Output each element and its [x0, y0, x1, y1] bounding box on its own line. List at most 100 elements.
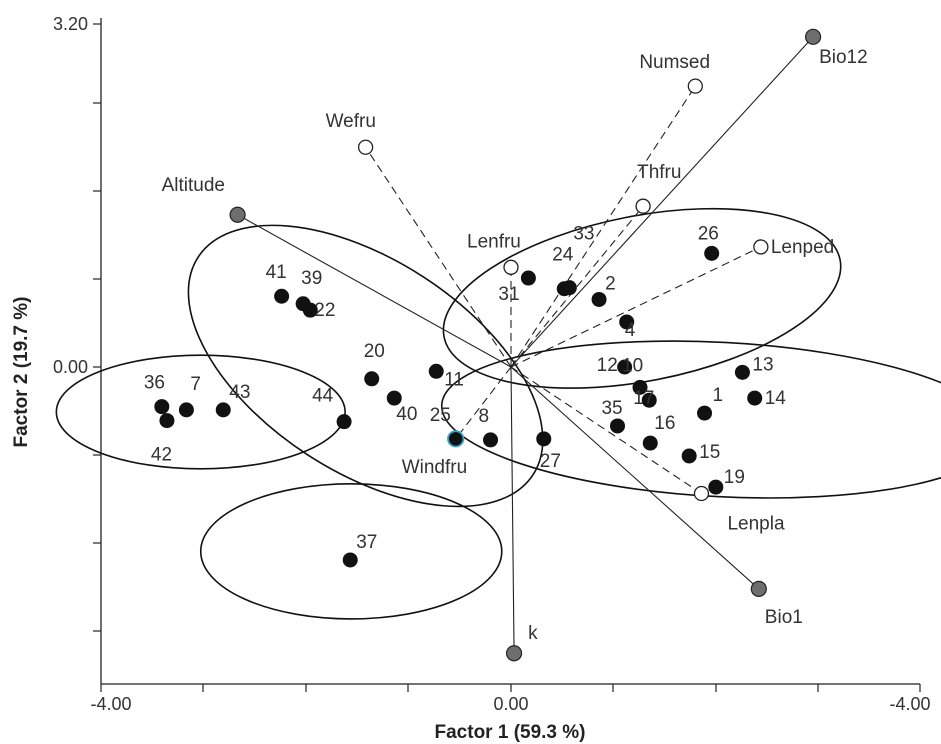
- point-label-7: 7: [190, 374, 201, 395]
- point-label-42: 42: [151, 445, 172, 466]
- point-label-20: 20: [364, 341, 385, 362]
- point-label-44: 44: [312, 386, 334, 407]
- vector-altitude: [237, 214, 512, 368]
- var-point-altitude: [229, 206, 246, 223]
- axes: -4.00 0.00 -4.00 3.20 0.00 Factor 1 (59.…: [11, 14, 931, 743]
- point-16: [642, 435, 658, 451]
- point-19: [708, 479, 724, 495]
- group-ellipse-5: [199, 483, 503, 620]
- point-10: [632, 379, 648, 395]
- point-1: [697, 405, 713, 421]
- group-ellipse-2: [440, 340, 941, 499]
- var-point-bio12: [804, 28, 822, 45]
- point-label-41: 41: [266, 262, 287, 283]
- point-label-22: 22: [314, 300, 335, 321]
- point-44: [336, 414, 352, 430]
- point-label-2: 2: [605, 273, 616, 294]
- y-axis-title: Factor 2 (19.7 %): [11, 297, 32, 448]
- var-label-numsed: Numsed: [639, 52, 710, 73]
- point-41: [274, 288, 290, 304]
- point-31: [520, 270, 536, 286]
- point-label-36: 36: [144, 373, 165, 394]
- point-label-35: 35: [601, 398, 622, 419]
- point-14: [747, 390, 763, 406]
- point-22: [302, 302, 318, 318]
- vector-thfru: [510, 205, 644, 368]
- var-point-windfru: [447, 430, 465, 448]
- group-ellipse-1: [442, 207, 842, 389]
- point-35: [609, 418, 625, 434]
- point-33: [561, 280, 577, 296]
- point-label-1: 1: [713, 385, 724, 406]
- point-label-43: 43: [229, 382, 250, 403]
- point-43: [215, 402, 231, 418]
- var-point-k: [505, 645, 523, 662]
- point-label-16: 16: [654, 413, 675, 434]
- vector-windfru: [455, 366, 512, 440]
- var-label-bio1: Bio1: [765, 607, 803, 628]
- point-label-33: 33: [573, 224, 594, 245]
- point-label-40: 40: [396, 404, 417, 425]
- point-7: [178, 402, 194, 418]
- point-27: [536, 431, 552, 447]
- point-label-8: 8: [479, 406, 490, 427]
- point-17: [641, 392, 657, 408]
- var-point-thfru: [635, 198, 651, 214]
- var-label-lenpla: Lenpla: [727, 513, 784, 534]
- var-point-lenpla: [693, 485, 710, 502]
- point-label-4: 4: [625, 320, 636, 341]
- point-label-27: 27: [540, 451, 561, 472]
- group-ellipse-3: [187, 224, 544, 508]
- point-42: [159, 413, 175, 429]
- point-2: [591, 291, 607, 307]
- point-label-31: 31: [498, 284, 519, 305]
- group-ellipses: [55, 207, 941, 620]
- point-11: [428, 363, 444, 379]
- variable-endpoints: [229, 28, 822, 662]
- point-26: [704, 245, 720, 261]
- point-label-37: 37: [356, 532, 377, 553]
- point-37: [342, 552, 358, 568]
- var-point-bio1: [750, 580, 767, 598]
- var-label-windfru: Windfru: [402, 457, 467, 478]
- point-13: [734, 364, 750, 380]
- vector-lenped: [510, 246, 762, 368]
- var-label-lenped: Lenped: [771, 237, 834, 258]
- point-label-25: 25: [430, 405, 451, 426]
- group-ellipse-4: [55, 354, 346, 470]
- point-20: [364, 371, 380, 387]
- point-4: [619, 314, 635, 330]
- point-label-19: 19: [724, 467, 745, 488]
- point-36: [154, 399, 170, 415]
- vector-numsed: [510, 85, 696, 368]
- var-label-thfru: Thfru: [637, 162, 681, 183]
- point-label-17: 17: [633, 388, 654, 409]
- vector-k: [510, 366, 515, 654]
- x-tick-label-left: -4.00: [90, 694, 131, 714]
- var-point-lenped: [753, 239, 769, 255]
- observation-points: [154, 245, 763, 568]
- x-tick-label-right: -4.00: [889, 694, 930, 714]
- vector-wefru: [365, 146, 512, 368]
- var-point-wefru: [357, 139, 374, 155]
- point-label-11: 11: [444, 369, 464, 390]
- point-label-10: 10: [622, 355, 643, 376]
- y-tick-label-top: 3.20: [53, 14, 88, 34]
- var-label-altitude: Altitude: [162, 175, 225, 196]
- point-label-13: 13: [752, 354, 773, 375]
- vector-bio1: [510, 366, 760, 590]
- var-label-k: k: [528, 623, 538, 644]
- vector-bio12: [510, 36, 814, 368]
- point-label-39: 39: [301, 268, 322, 289]
- point-label-14: 14: [765, 388, 787, 409]
- var-point-lenfru: [503, 259, 519, 275]
- x-axis-title: Factor 1 (59.3 %): [435, 722, 586, 743]
- point-8: [483, 432, 499, 448]
- variable-vectors: [237, 36, 814, 654]
- point-40: [386, 390, 402, 406]
- point-12: [617, 359, 633, 375]
- x-tick-label-center: 0.00: [493, 694, 528, 714]
- var-label-lenfru: Lenfru: [467, 231, 521, 252]
- var-label-wefru: Wefru: [326, 111, 376, 132]
